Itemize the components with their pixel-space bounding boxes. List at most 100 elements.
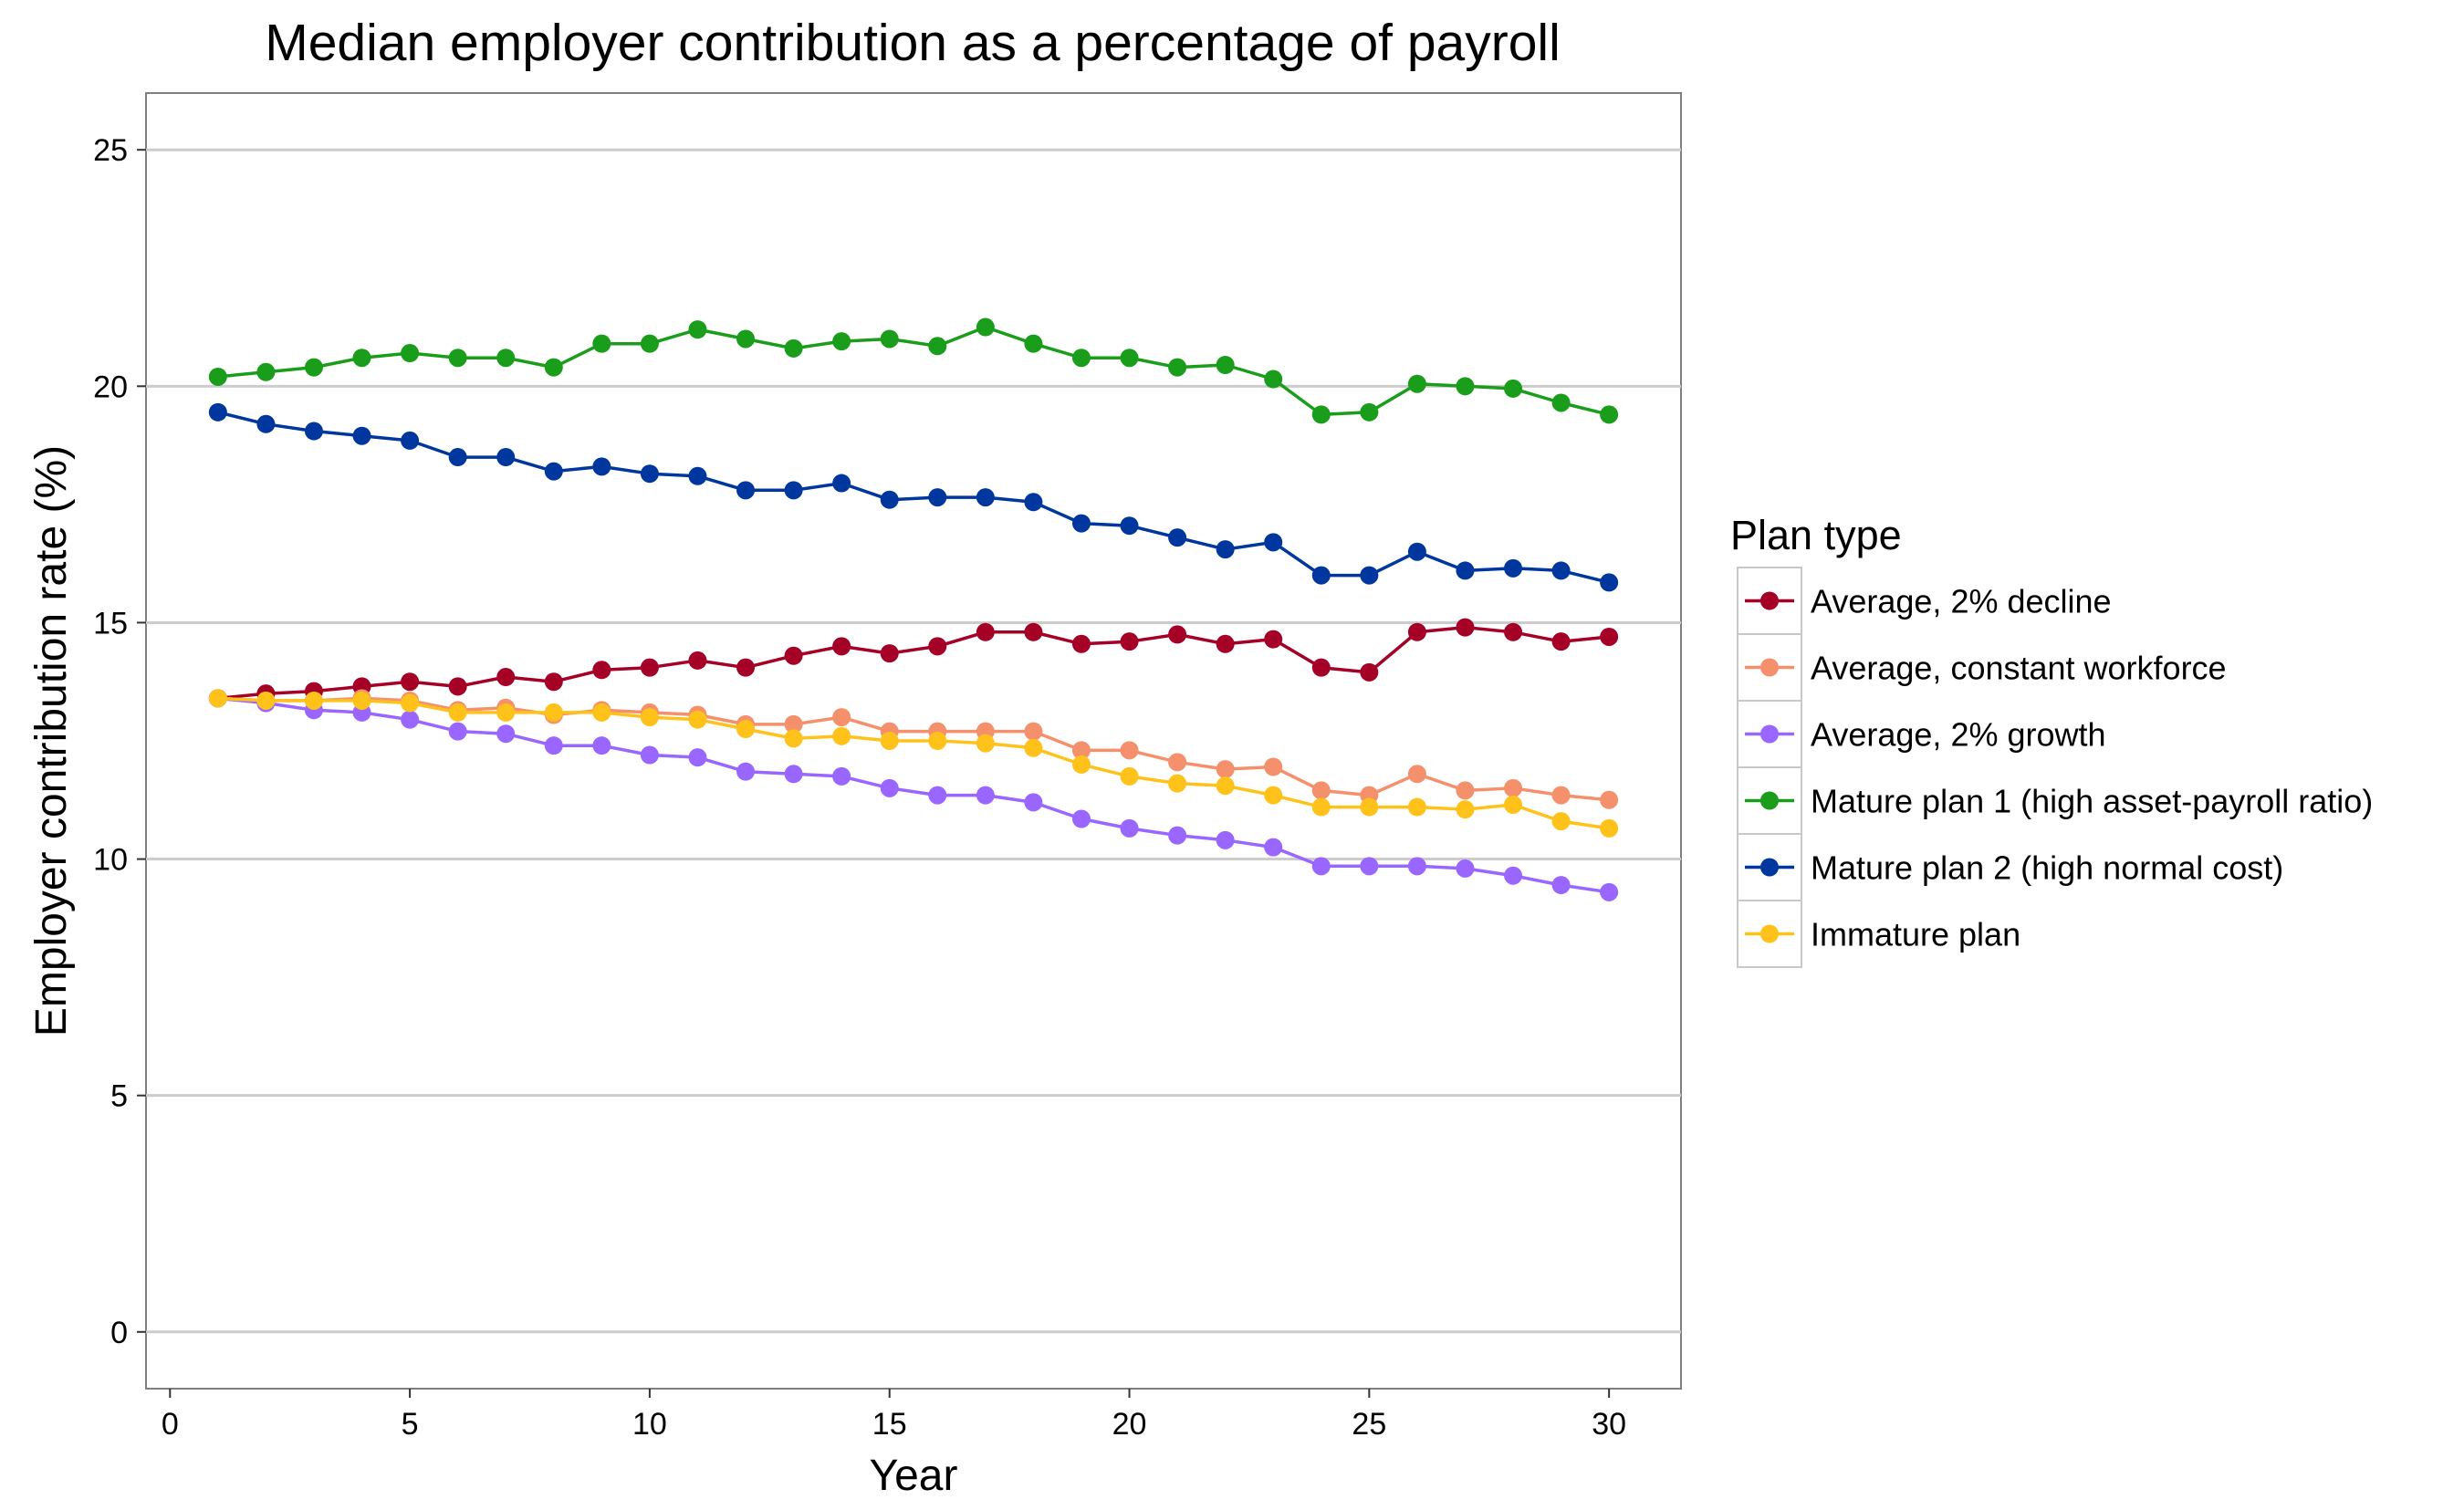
legend-key-point — [1760, 858, 1779, 877]
data-point — [592, 661, 611, 680]
data-point — [1264, 757, 1283, 776]
data-point — [928, 488, 947, 507]
data-point — [1024, 334, 1043, 353]
data-point — [1024, 622, 1043, 641]
data-point — [784, 714, 803, 734]
data-point — [976, 622, 995, 641]
y-axis-title: Employer contribution rate (%) — [27, 445, 76, 1036]
data-point — [544, 703, 563, 722]
data-point — [1120, 818, 1139, 838]
data-point — [1407, 857, 1426, 876]
data-point — [1360, 662, 1379, 682]
data-point — [1504, 558, 1523, 578]
data-point — [1456, 377, 1475, 396]
data-point — [688, 466, 707, 485]
data-point — [1120, 632, 1139, 651]
data-point — [401, 693, 420, 713]
data-point — [1071, 809, 1091, 828]
data-point — [448, 349, 467, 368]
data-point — [448, 448, 467, 467]
data-point — [1071, 634, 1091, 653]
data-point — [880, 329, 899, 349]
data-point — [1264, 630, 1283, 649]
data-point — [1407, 765, 1426, 784]
data-point — [1600, 405, 1619, 424]
data-point — [1264, 838, 1283, 857]
legend-item: Mature plan 2 (high normal cost) — [1737, 833, 2283, 901]
data-point — [1311, 797, 1331, 817]
data-point — [1600, 790, 1619, 809]
data-point — [832, 637, 851, 656]
data-point — [401, 431, 420, 450]
data-point — [1360, 566, 1379, 585]
data-point — [496, 349, 516, 368]
data-point — [928, 637, 947, 656]
data-point — [1600, 627, 1619, 646]
data-point — [1600, 573, 1619, 592]
data-point — [1311, 405, 1331, 424]
legend-label: Mature plan 2 (high normal cost) — [1811, 849, 2283, 887]
data-point — [928, 337, 947, 356]
x-tick-label: 15 — [872, 1407, 907, 1442]
data-point — [976, 488, 995, 507]
data-point — [1551, 393, 1571, 412]
data-point — [304, 691, 323, 710]
legend-title: Plan type — [1730, 512, 1902, 558]
data-point — [1168, 358, 1187, 377]
data-point — [1551, 632, 1571, 651]
data-point — [1456, 781, 1475, 800]
data-point — [688, 320, 707, 339]
data-point — [976, 318, 995, 337]
data-point — [880, 644, 899, 663]
data-point — [832, 766, 851, 786]
data-point — [304, 358, 323, 377]
data-point — [1360, 857, 1379, 876]
data-point — [784, 646, 803, 665]
data-point — [736, 481, 756, 500]
legend-item: Average, 2% decline — [1737, 567, 2112, 635]
data-point — [352, 691, 371, 710]
data-point — [1551, 812, 1571, 831]
data-point — [1264, 786, 1283, 805]
data-point — [1168, 774, 1187, 793]
legend-key-box — [1737, 900, 1802, 968]
data-point — [640, 334, 659, 353]
data-point — [1264, 370, 1283, 389]
legend-label: Average, 2% decline — [1811, 583, 2112, 620]
data-point — [1407, 622, 1426, 641]
data-point — [1216, 355, 1235, 374]
data-point — [352, 426, 371, 445]
legend-label: Immature plan — [1811, 916, 2020, 953]
series-group — [208, 318, 1619, 901]
data-point — [1600, 818, 1619, 838]
legend-label: Mature plan 1 (high asset-payroll ratio) — [1811, 783, 2373, 820]
data-point — [1120, 516, 1139, 536]
data-point — [1311, 781, 1331, 800]
data-point — [1407, 542, 1426, 561]
data-point — [640, 708, 659, 727]
data-point — [1456, 618, 1475, 637]
data-point — [401, 672, 420, 692]
data-point — [592, 457, 611, 476]
data-point — [1120, 766, 1139, 786]
legend-item: Mature plan 1 (high asset-payroll ratio) — [1737, 766, 2373, 835]
data-point — [304, 422, 323, 441]
data-point — [1071, 514, 1091, 533]
data-point — [401, 710, 420, 729]
x-tick-label: 10 — [632, 1407, 667, 1442]
data-point — [1024, 793, 1043, 812]
x-tick-label: 25 — [1352, 1407, 1386, 1442]
y-tick-label: 0 — [110, 1316, 128, 1350]
data-point — [1071, 755, 1091, 774]
data-point — [1120, 741, 1139, 760]
x-tick-label: 0 — [162, 1407, 179, 1442]
chart-title: Median employer contribution as a percen… — [265, 14, 1561, 72]
data-point — [1071, 741, 1091, 760]
data-point — [736, 658, 756, 677]
data-point — [688, 748, 707, 767]
legend-key-point — [1760, 724, 1779, 744]
y-tick-label: 25 — [93, 133, 128, 168]
x-tick-label: 30 — [1592, 1407, 1626, 1442]
data-point — [1504, 866, 1523, 885]
